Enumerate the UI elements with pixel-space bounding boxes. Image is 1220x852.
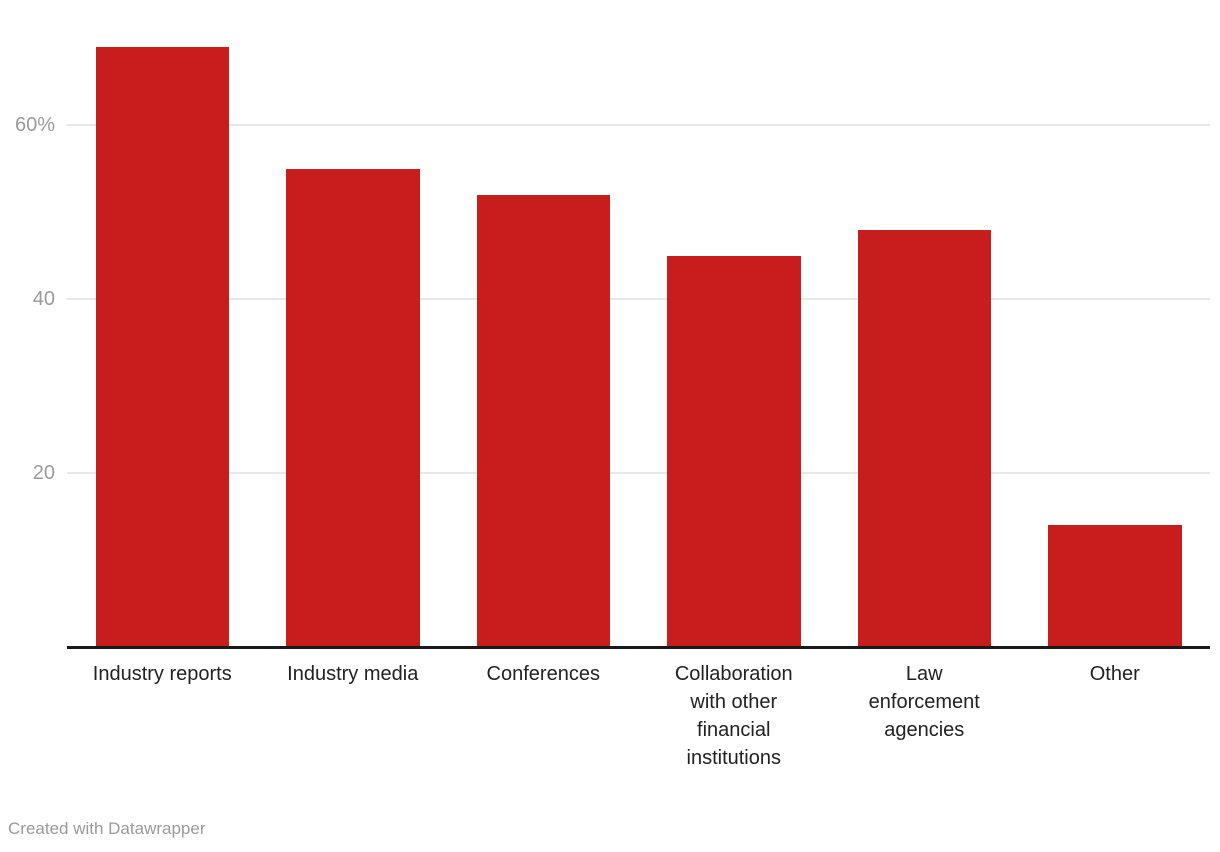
bar-1	[286, 168, 420, 647]
datawrapper-credit-link[interactable]: Created with Datawrapper	[8, 819, 206, 838]
y-tick-label-20: 20	[32, 462, 55, 485]
x-category-label-4: Law enforcement agencies	[868, 663, 980, 741]
x-axis-line	[67, 646, 1210, 649]
bar-4	[857, 229, 991, 647]
bar-5	[1048, 525, 1182, 647]
x-category-label-3: Collaboration with other financial insti…	[674, 663, 793, 769]
x-category-label-0: Industry reports	[92, 663, 232, 685]
x-category-label-5: Other	[1089, 663, 1140, 685]
x-category-label-1: Industry media	[287, 663, 419, 685]
plot-area	[67, 0, 1210, 647]
bar-0	[95, 46, 229, 647]
x-category-label-2: Conferences	[486, 663, 600, 685]
gridline-40	[67, 298, 1210, 301]
bar-2	[476, 194, 610, 647]
gridline-60	[67, 124, 1210, 127]
y-tick-label-40: 40	[32, 288, 55, 311]
gridline-20	[67, 472, 1210, 475]
bar-3	[667, 255, 801, 647]
y-tick-label-60: 60%	[14, 114, 55, 137]
